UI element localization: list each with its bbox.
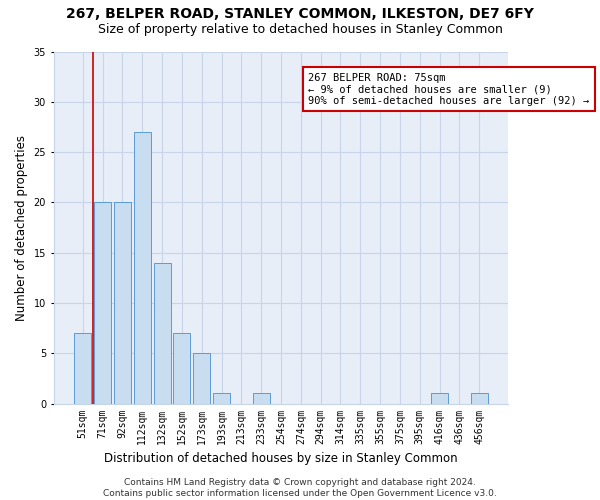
Bar bbox=[213, 394, 230, 404]
Y-axis label: Number of detached properties: Number of detached properties bbox=[15, 134, 28, 320]
Text: Contains HM Land Registry data © Crown copyright and database right 2024.
Contai: Contains HM Land Registry data © Crown c… bbox=[103, 478, 497, 498]
Text: 267, BELPER ROAD, STANLEY COMMON, ILKESTON, DE7 6FY: 267, BELPER ROAD, STANLEY COMMON, ILKEST… bbox=[66, 8, 534, 22]
Bar bbox=[154, 262, 170, 404]
Bar bbox=[193, 354, 210, 404]
Bar bbox=[431, 394, 448, 404]
X-axis label: Distribution of detached houses by size in Stanley Common: Distribution of detached houses by size … bbox=[104, 452, 458, 465]
Bar bbox=[94, 202, 111, 404]
Text: Size of property relative to detached houses in Stanley Common: Size of property relative to detached ho… bbox=[98, 22, 502, 36]
Bar bbox=[114, 202, 131, 404]
Bar bbox=[134, 132, 151, 404]
Bar bbox=[74, 333, 91, 404]
Bar bbox=[471, 394, 488, 404]
Bar bbox=[253, 394, 269, 404]
Text: 267 BELPER ROAD: 75sqm
← 9% of detached houses are smaller (9)
90% of semi-detac: 267 BELPER ROAD: 75sqm ← 9% of detached … bbox=[308, 72, 590, 106]
Bar bbox=[173, 333, 190, 404]
